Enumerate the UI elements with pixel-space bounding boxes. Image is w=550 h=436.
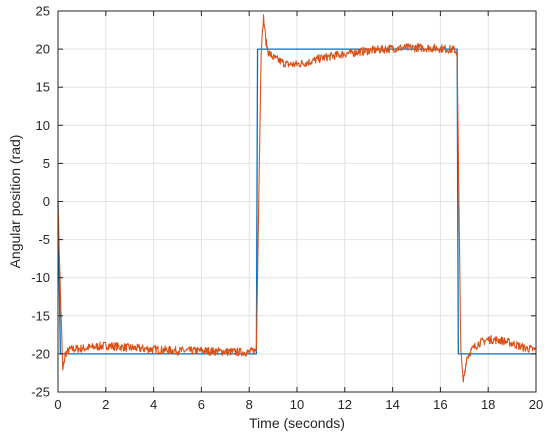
x-tick-label: 0 — [54, 397, 61, 412]
x-tick-label: 2 — [102, 397, 109, 412]
x-tick-label: 16 — [433, 397, 447, 412]
x-tick-label: 6 — [198, 397, 205, 412]
y-tick-label: 0 — [43, 194, 50, 209]
y-tick-label: -15 — [31, 308, 50, 323]
x-tick-label: 4 — [150, 397, 157, 412]
series-line-measured — [57, 14, 537, 383]
y-tick-label: 5 — [43, 156, 50, 171]
y-tick-label: -5 — [38, 232, 50, 247]
y-axis-label: Angular position (rad) — [7, 135, 23, 269]
x-tick-label: 18 — [481, 397, 495, 412]
x-tick-label: 10 — [290, 397, 304, 412]
x-tick-label: 14 — [385, 397, 399, 412]
y-tick-label: 20 — [36, 42, 50, 57]
x-axis-ticks: 0 2 4 6 8 10 12 14 16 18 20 — [54, 11, 543, 412]
x-tick-label: 8 — [246, 397, 253, 412]
y-axis-ticks: -25 -20 -15 -10 -5 0 5 10 15 20 25 — [31, 4, 536, 400]
y-tick-label: -25 — [31, 385, 50, 400]
x-tick-label: 20 — [529, 397, 543, 412]
x-tick-label: 12 — [338, 397, 352, 412]
y-tick-label: 10 — [36, 118, 50, 133]
y-tick-label: 25 — [36, 4, 50, 19]
y-tick-label: -10 — [31, 270, 50, 285]
y-tick-label: -20 — [31, 346, 50, 361]
y-tick-label: 15 — [36, 80, 50, 95]
x-axis-label: Time (seconds) — [249, 415, 345, 431]
